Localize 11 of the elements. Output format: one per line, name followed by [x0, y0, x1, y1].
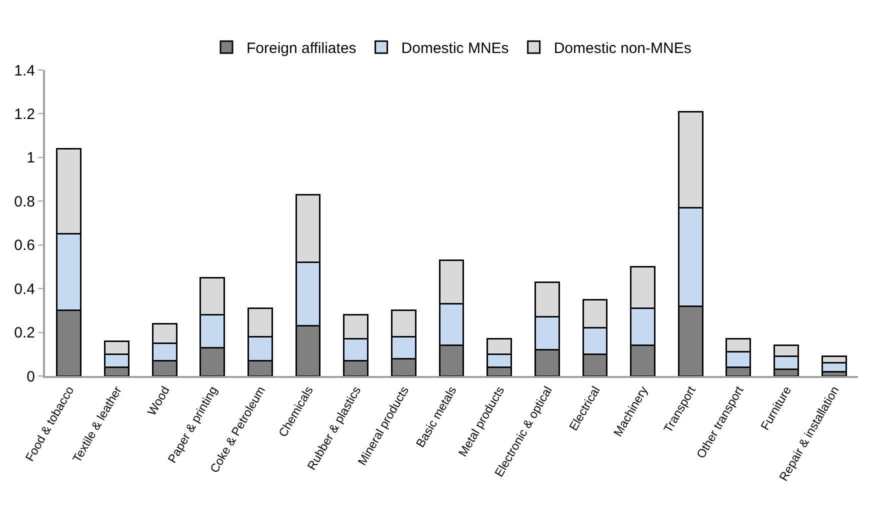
y-tick-label: 0.2: [14, 324, 35, 342]
legend-label: Foreign affiliates: [246, 40, 356, 57]
y-tick-label: 0.6: [14, 237, 35, 254]
legend-label: Domestic MNEs: [401, 40, 509, 57]
y-tick-label: 1.2: [14, 106, 35, 123]
legend-label: Domestic non-MNEs: [554, 40, 692, 57]
y-tick-label: 0.4: [14, 280, 35, 298]
y-tick-label: 1: [26, 150, 35, 167]
y-tick-label: 0.8: [14, 193, 35, 210]
y-tick-label: 1.4: [14, 62, 35, 80]
y-tick-label: 0: [26, 368, 35, 386]
